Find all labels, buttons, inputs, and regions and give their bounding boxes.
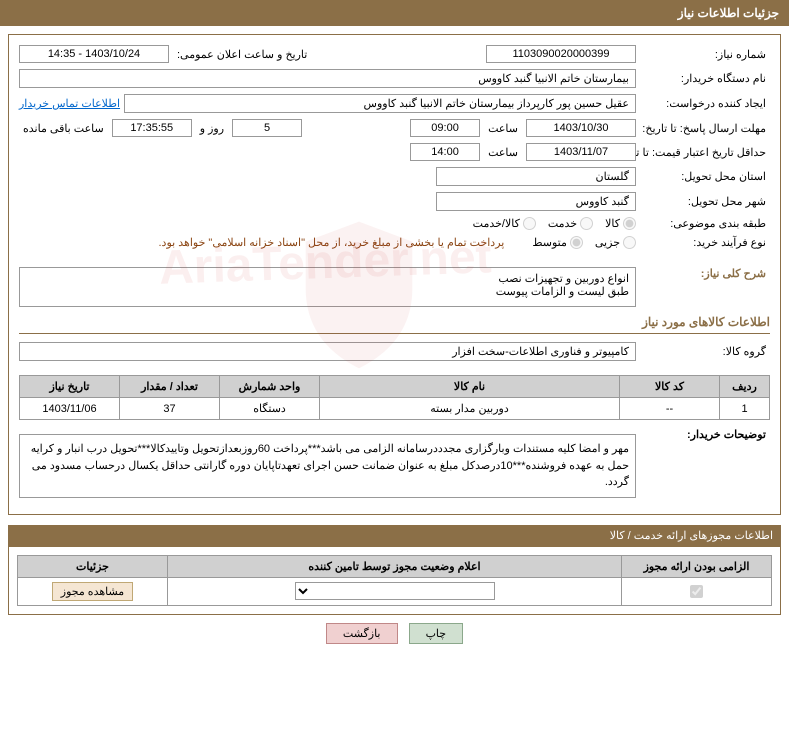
- buyer-notes-label: توضیحات خریدار:: [640, 428, 770, 441]
- city-value: گنبد کاووس: [436, 192, 636, 211]
- radio-small-label: جزیی: [595, 236, 620, 249]
- permits-header: اطلاعات مجوزهای ارائه خدمت / کالا: [8, 525, 781, 546]
- row-deadline: مهلت ارسال پاسخ: تا تاریخ: 1403/10/30 سا…: [19, 119, 770, 137]
- th-unit: واحد شمارش: [220, 376, 320, 398]
- buyer-org-label: نام دستگاه خریدار:: [640, 72, 770, 85]
- th-qty: تعداد / مقدار: [120, 376, 220, 398]
- permits-row: مشاهده مجوز: [18, 577, 772, 605]
- status-select[interactable]: [295, 582, 495, 600]
- view-permit-button[interactable]: مشاهده مجوز: [52, 582, 133, 601]
- radio-goods-label: کالا: [605, 217, 620, 230]
- page-title: جزئیات اطلاعات نیاز: [678, 6, 779, 20]
- cell-required: [622, 577, 772, 605]
- buy-process-label: نوع فرآیند خرید:: [640, 236, 770, 249]
- radio-service: [580, 217, 593, 230]
- cell-row: 1: [720, 398, 770, 420]
- row-buy-process: نوع فرآیند خرید: جزیی متوسط پرداخت تمام …: [19, 236, 770, 249]
- category-label: طبقه بندی موضوعی:: [640, 217, 770, 230]
- validity-time-label: ساعت: [484, 146, 522, 159]
- divider: [19, 333, 770, 334]
- radio-goods-service: [523, 217, 536, 230]
- row-validity: حداقل تاریخ اعتبار قیمت: تا تاریخ: 1403/…: [19, 143, 770, 161]
- row-province: استان محل تحویل: گلستان: [19, 167, 770, 186]
- page-header: جزئیات اطلاعات نیاز: [0, 0, 789, 26]
- days-remaining-value: 5: [232, 119, 302, 137]
- th-code: کد کالا: [620, 376, 720, 398]
- need-desc-label: شرح کلی نیاز:: [640, 267, 770, 280]
- province-value: گلستان: [436, 167, 636, 186]
- th-name: نام کالا: [320, 376, 620, 398]
- cell-date: 1403/11/06: [20, 398, 120, 420]
- city-label: شهر محل تحویل:: [640, 195, 770, 208]
- cell-details: مشاهده مجوز: [18, 577, 168, 605]
- process-radio-group: جزیی متوسط: [532, 236, 636, 249]
- buyer-org-value: بیمارستان خاتم الانبیا گنبد کاووس: [19, 69, 636, 88]
- row-city: شهر محل تحویل: گنبد کاووس: [19, 192, 770, 211]
- th-required: الزامی بودن ارائه مجوز: [622, 555, 772, 577]
- cell-name: دوربین مدار بسته: [320, 398, 620, 420]
- contact-buyer-link[interactable]: اطلاعات تماس خریدار: [19, 97, 120, 110]
- goods-group-value: کامپیوتر و فناوری اطلاعات-سخت افزار: [19, 342, 636, 361]
- radio-small: [623, 236, 636, 249]
- validity-label: حداقل تاریخ اعتبار قیمت: تا تاریخ:: [640, 146, 770, 159]
- row-buyer-notes: توضیحات خریدار: مهر و امضا کلیه مستندات …: [19, 428, 770, 498]
- th-status: اعلام وضعیت مجوز توسط تامین کننده: [168, 555, 622, 577]
- remaining-label: ساعت باقی مانده: [19, 122, 108, 135]
- cell-status: [168, 577, 622, 605]
- radio-goods: [623, 217, 636, 230]
- permits-table: الزامی بودن ارائه مجوز اعلام وضعیت مجوز …: [17, 555, 772, 606]
- cell-code: --: [620, 398, 720, 420]
- announce-date-value: 1403/10/24 - 14:35: [19, 45, 169, 63]
- validity-time-value: 14:00: [410, 143, 480, 161]
- radio-goods-service-label: کالا/خدمت: [473, 217, 520, 230]
- payment-note: پرداخت تمام یا بخشی از مبلغ خرید، از محل…: [159, 236, 505, 249]
- need-desc-value: انواع دوربین و تجهیزات نصب طبق لیست و ال…: [19, 267, 636, 307]
- cell-unit: دستگاه: [220, 398, 320, 420]
- permits-header-row: الزامی بودن ارائه مجوز اعلام وضعیت مجوز …: [18, 555, 772, 577]
- announce-date-label: تاریخ و ساعت اعلان عمومی:: [173, 48, 311, 61]
- row-need-desc: شرح کلی نیاز: انواع دوربین و تجهیزات نصب…: [19, 267, 770, 307]
- deadline-date-value: 1403/10/30: [526, 119, 636, 137]
- requester-value: عقیل حسین پور کارپرداز بیمارستان خاتم ال…: [124, 94, 636, 113]
- radio-service-label: خدمت: [548, 217, 577, 230]
- cell-qty: 37: [120, 398, 220, 420]
- row-goods-group: گروه کالا: کامپیوتر و فناوری اطلاعات-سخت…: [19, 342, 770, 361]
- table-header-row: ردیف کد کالا نام کالا واحد شمارش تعداد /…: [20, 376, 770, 398]
- th-details: جزئیات: [18, 555, 168, 577]
- radio-medium: [570, 236, 583, 249]
- countdown-value: 17:35:55: [112, 119, 192, 137]
- row-buyer-org: نام دستگاه خریدار: بیمارستان خاتم الانبی…: [19, 69, 770, 88]
- main-content: AriaTender.net شماره نیاز: 1103090020000…: [8, 34, 781, 515]
- th-date: تاریخ نیاز: [20, 376, 120, 398]
- row-need-number: شماره نیاز: 1103090020000399 تاریخ و ساع…: [19, 45, 770, 63]
- validity-date-value: 1403/11/07: [526, 143, 636, 161]
- print-button[interactable]: چاپ: [409, 623, 464, 644]
- category-radio-group: کالا خدمت کالا/خدمت: [473, 217, 636, 230]
- table-row: 1 -- دوربین مدار بسته دستگاه 37 1403/11/…: [20, 398, 770, 420]
- goods-info-title: اطلاعات کالاهای مورد نیاز: [19, 315, 770, 329]
- need-number-label: شماره نیاز:: [640, 48, 770, 61]
- goods-table: ردیف کد کالا نام کالا واحد شمارش تعداد /…: [19, 375, 770, 420]
- days-and-label: روز و: [196, 122, 228, 135]
- permits-box: الزامی بودن ارائه مجوز اعلام وضعیت مجوز …: [8, 546, 781, 615]
- deadline-time-value: 09:00: [410, 119, 480, 137]
- th-row: ردیف: [720, 376, 770, 398]
- need-number-value: 1103090020000399: [486, 45, 636, 63]
- footer-buttons: چاپ بازگشت: [0, 615, 789, 652]
- buyer-notes-text: مهر و امضا کلیه مستندات وبارگزاری مجدددر…: [19, 434, 636, 498]
- row-requester: ایجاد کننده درخواست: عقیل حسین پور کارپر…: [19, 94, 770, 113]
- goods-group-label: گروه کالا:: [640, 345, 770, 358]
- province-label: استان محل تحویل:: [640, 170, 770, 183]
- requester-label: ایجاد کننده درخواست:: [640, 97, 770, 110]
- row-category: طبقه بندی موضوعی: کالا خدمت کالا/خدمت: [19, 217, 770, 230]
- deadline-time-label: ساعت: [484, 122, 522, 135]
- required-checkbox: [690, 585, 703, 598]
- deadline-label: مهلت ارسال پاسخ: تا تاریخ:: [640, 122, 770, 135]
- radio-medium-label: متوسط: [532, 236, 567, 249]
- back-button[interactable]: بازگشت: [326, 623, 398, 644]
